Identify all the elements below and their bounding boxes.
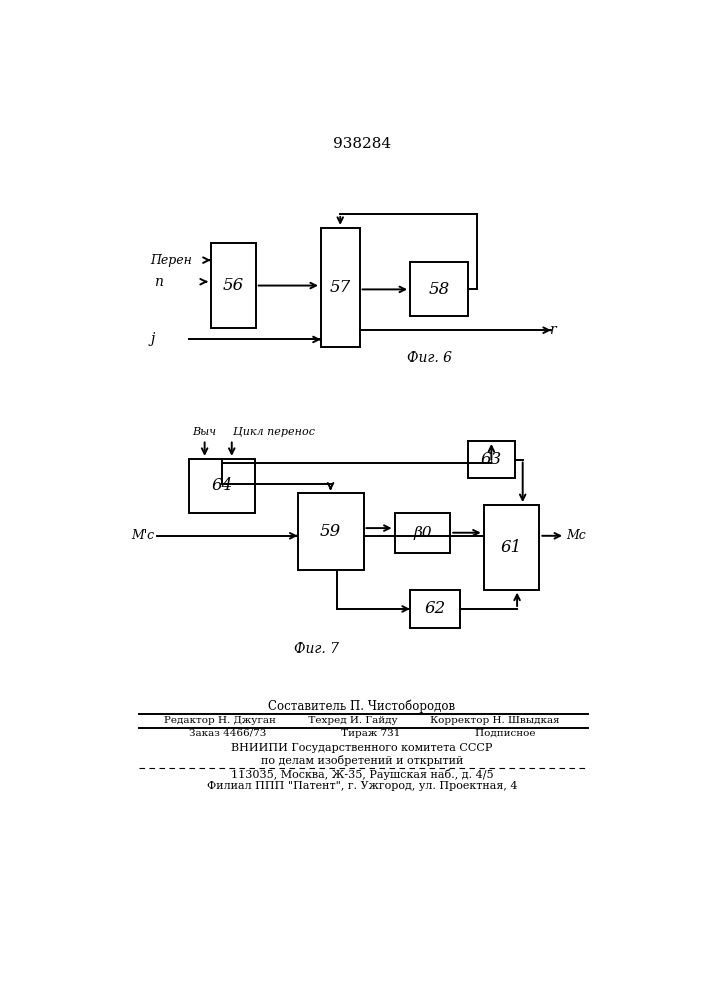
Bar [484,505,539,590]
Bar [298,493,363,570]
Text: ВНИИПИ Государственного комитета СССР: ВНИИПИ Государственного комитета СССР [231,743,493,753]
Text: Перен: Перен [151,254,192,267]
Text: по делам изобретений и открытий: по делам изобретений и открытий [261,755,463,766]
Text: 57: 57 [329,279,351,296]
Bar [468,441,515,478]
Text: Филиал ППП "Патент", г. Ужгород, ул. Проектная, 4: Филиал ППП "Патент", г. Ужгород, ул. Про… [206,781,518,791]
Text: 61: 61 [501,539,522,556]
Text: j: j [151,332,155,346]
Bar [189,459,255,513]
Text: n: n [154,275,163,289]
Bar [211,243,256,328]
Text: Мс: Мс [566,529,586,542]
Text: 59: 59 [320,523,341,540]
Text: Редактор Н. Джуган          Техред И. Гайду          Корректор Н. Швыдкая: Редактор Н. Джуган Техред И. Гайду Корре… [164,716,560,725]
Text: 58: 58 [428,281,450,298]
Text: Цикл перенос: Цикл перенос [233,427,315,437]
Text: β0: β0 [413,526,432,540]
Text: 938284: 938284 [333,137,391,151]
Bar [410,262,468,316]
Bar [321,228,360,347]
Text: 63: 63 [481,451,502,468]
Text: 113035, Москва, Ж-35, Раушская наб., д. 4/5: 113035, Москва, Ж-35, Раушская наб., д. … [230,769,493,780]
Text: Фиг. 7: Фиг. 7 [295,642,339,656]
Bar [395,513,450,553]
Text: 62: 62 [425,600,446,617]
Text: Составитель П. Чистобородов: Составитель П. Чистобородов [269,699,455,713]
Text: Выч: Выч [192,427,216,437]
Text: Фиг. 6: Фиг. 6 [407,351,452,365]
Text: 64: 64 [211,477,233,494]
Text: Заказ 4466/73                       Тираж 731                       Подписное: Заказ 4466/73 Тираж 731 Подписное [189,729,535,738]
Bar [410,590,460,628]
Text: 56: 56 [223,277,244,294]
Text: r: r [549,323,556,337]
Text: М'с: М'с [131,529,154,542]
